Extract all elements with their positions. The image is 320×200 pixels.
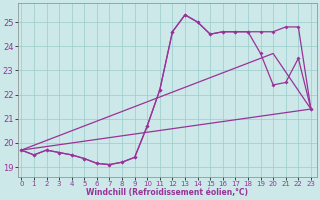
X-axis label: Windchill (Refroidissement éolien,°C): Windchill (Refroidissement éolien,°C) — [86, 188, 248, 197]
